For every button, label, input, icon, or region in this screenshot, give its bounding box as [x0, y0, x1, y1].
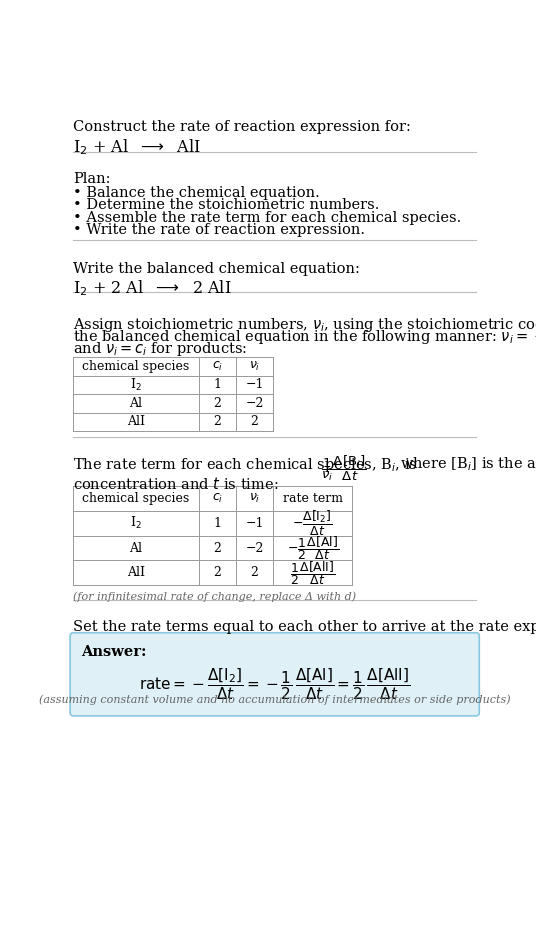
- Text: Plan:: Plan:: [73, 173, 111, 186]
- Text: Assign stoichiometric numbers, $\nu_i$, using the stoichiometric coefficients, $: Assign stoichiometric numbers, $\nu_i$, …: [73, 316, 536, 334]
- Text: Al: Al: [130, 541, 143, 555]
- Text: 2: 2: [251, 415, 258, 428]
- Text: 2: 2: [213, 415, 221, 428]
- Text: 2: 2: [213, 566, 221, 579]
- Text: (assuming constant volume and no accumulation of intermediates or side products): (assuming constant volume and no accumul…: [39, 694, 510, 705]
- Text: Al: Al: [130, 397, 143, 410]
- Text: concentration and $t$ is time:: concentration and $t$ is time:: [73, 476, 279, 492]
- Text: AlI: AlI: [127, 566, 145, 579]
- Text: rate term: rate term: [282, 492, 343, 505]
- Text: chemical species: chemical species: [83, 360, 190, 373]
- Text: I$_2$ + Al  $\longrightarrow$  AlI: I$_2$ + Al $\longrightarrow$ AlI: [73, 137, 201, 156]
- Text: Set the rate terms equal to each other to arrive at the rate expression:: Set the rate terms equal to each other t…: [73, 620, 536, 634]
- Text: $c_i$: $c_i$: [212, 360, 223, 373]
- Text: $\dfrac{1}{2}\dfrac{\Delta[\mathrm{AlI}]}{\Delta t}$: $\dfrac{1}{2}\dfrac{\Delta[\mathrm{AlI}]…: [290, 558, 336, 587]
- Text: −1: −1: [245, 378, 264, 392]
- Text: I$_2$: I$_2$: [130, 516, 142, 532]
- Text: • Write the rate of reaction expression.: • Write the rate of reaction expression.: [73, 223, 365, 237]
- Text: −2: −2: [245, 397, 264, 410]
- Text: The rate term for each chemical species, B$_i$, is: The rate term for each chemical species,…: [73, 456, 418, 474]
- Text: $\mathrm{rate} = -\dfrac{\Delta[\mathrm{I_2}]}{\Delta t} = -\dfrac{1}{2}\,\dfrac: $\mathrm{rate} = -\dfrac{\Delta[\mathrm{…: [139, 666, 411, 702]
- Text: • Determine the stoichiometric numbers.: • Determine the stoichiometric numbers.: [73, 198, 379, 212]
- Text: • Assemble the rate term for each chemical species.: • Assemble the rate term for each chemic…: [73, 210, 461, 225]
- Text: 2: 2: [213, 541, 221, 555]
- Text: chemical species: chemical species: [83, 492, 190, 505]
- Text: $\nu_i$: $\nu_i$: [249, 360, 260, 373]
- Text: (for infinitesimal rate of change, replace Δ with d): (for infinitesimal rate of change, repla…: [73, 592, 356, 602]
- Text: Construct the rate of reaction expression for:: Construct the rate of reaction expressio…: [73, 119, 411, 134]
- Text: 2: 2: [213, 397, 221, 410]
- FancyBboxPatch shape: [70, 632, 479, 716]
- Text: Answer:: Answer:: [81, 645, 146, 659]
- Text: −2: −2: [245, 541, 264, 555]
- Text: $\dfrac{1}{\nu_i}\dfrac{\Delta[\mathrm{B}_i]}{\Delta t}$: $\dfrac{1}{\nu_i}\dfrac{\Delta[\mathrm{B…: [321, 454, 367, 483]
- Text: and $\nu_i = c_i$ for products:: and $\nu_i = c_i$ for products:: [73, 340, 248, 358]
- Text: $\nu_i$: $\nu_i$: [249, 492, 260, 505]
- Text: AlI: AlI: [127, 415, 145, 428]
- Text: the balanced chemical equation in the following manner: $\nu_i = -c_i$ for react: the balanced chemical equation in the fo…: [73, 328, 536, 346]
- Text: 2: 2: [251, 566, 258, 579]
- Text: $-\dfrac{1}{2}\dfrac{\Delta[\mathrm{Al}]}{\Delta t}$: $-\dfrac{1}{2}\dfrac{\Delta[\mathrm{Al}]…: [287, 534, 339, 562]
- Text: $c_i$: $c_i$: [212, 492, 223, 505]
- Text: 1: 1: [213, 517, 221, 530]
- Text: I$_2$ + 2 Al  $\longrightarrow$  2 AlI: I$_2$ + 2 Al $\longrightarrow$ 2 AlI: [73, 279, 232, 299]
- Text: • Balance the chemical equation.: • Balance the chemical equation.: [73, 186, 320, 200]
- Text: $-\dfrac{\Delta[\mathrm{I_2}]}{\Delta t}$: $-\dfrac{\Delta[\mathrm{I_2}]}{\Delta t}…: [293, 509, 333, 538]
- Text: −1: −1: [245, 517, 264, 530]
- Text: Write the balanced chemical equation:: Write the balanced chemical equation:: [73, 262, 360, 276]
- Text: I$_2$: I$_2$: [130, 376, 142, 392]
- Text: 1: 1: [213, 378, 221, 392]
- Text: where [B$_i$] is the amount: where [B$_i$] is the amount: [400, 456, 536, 473]
